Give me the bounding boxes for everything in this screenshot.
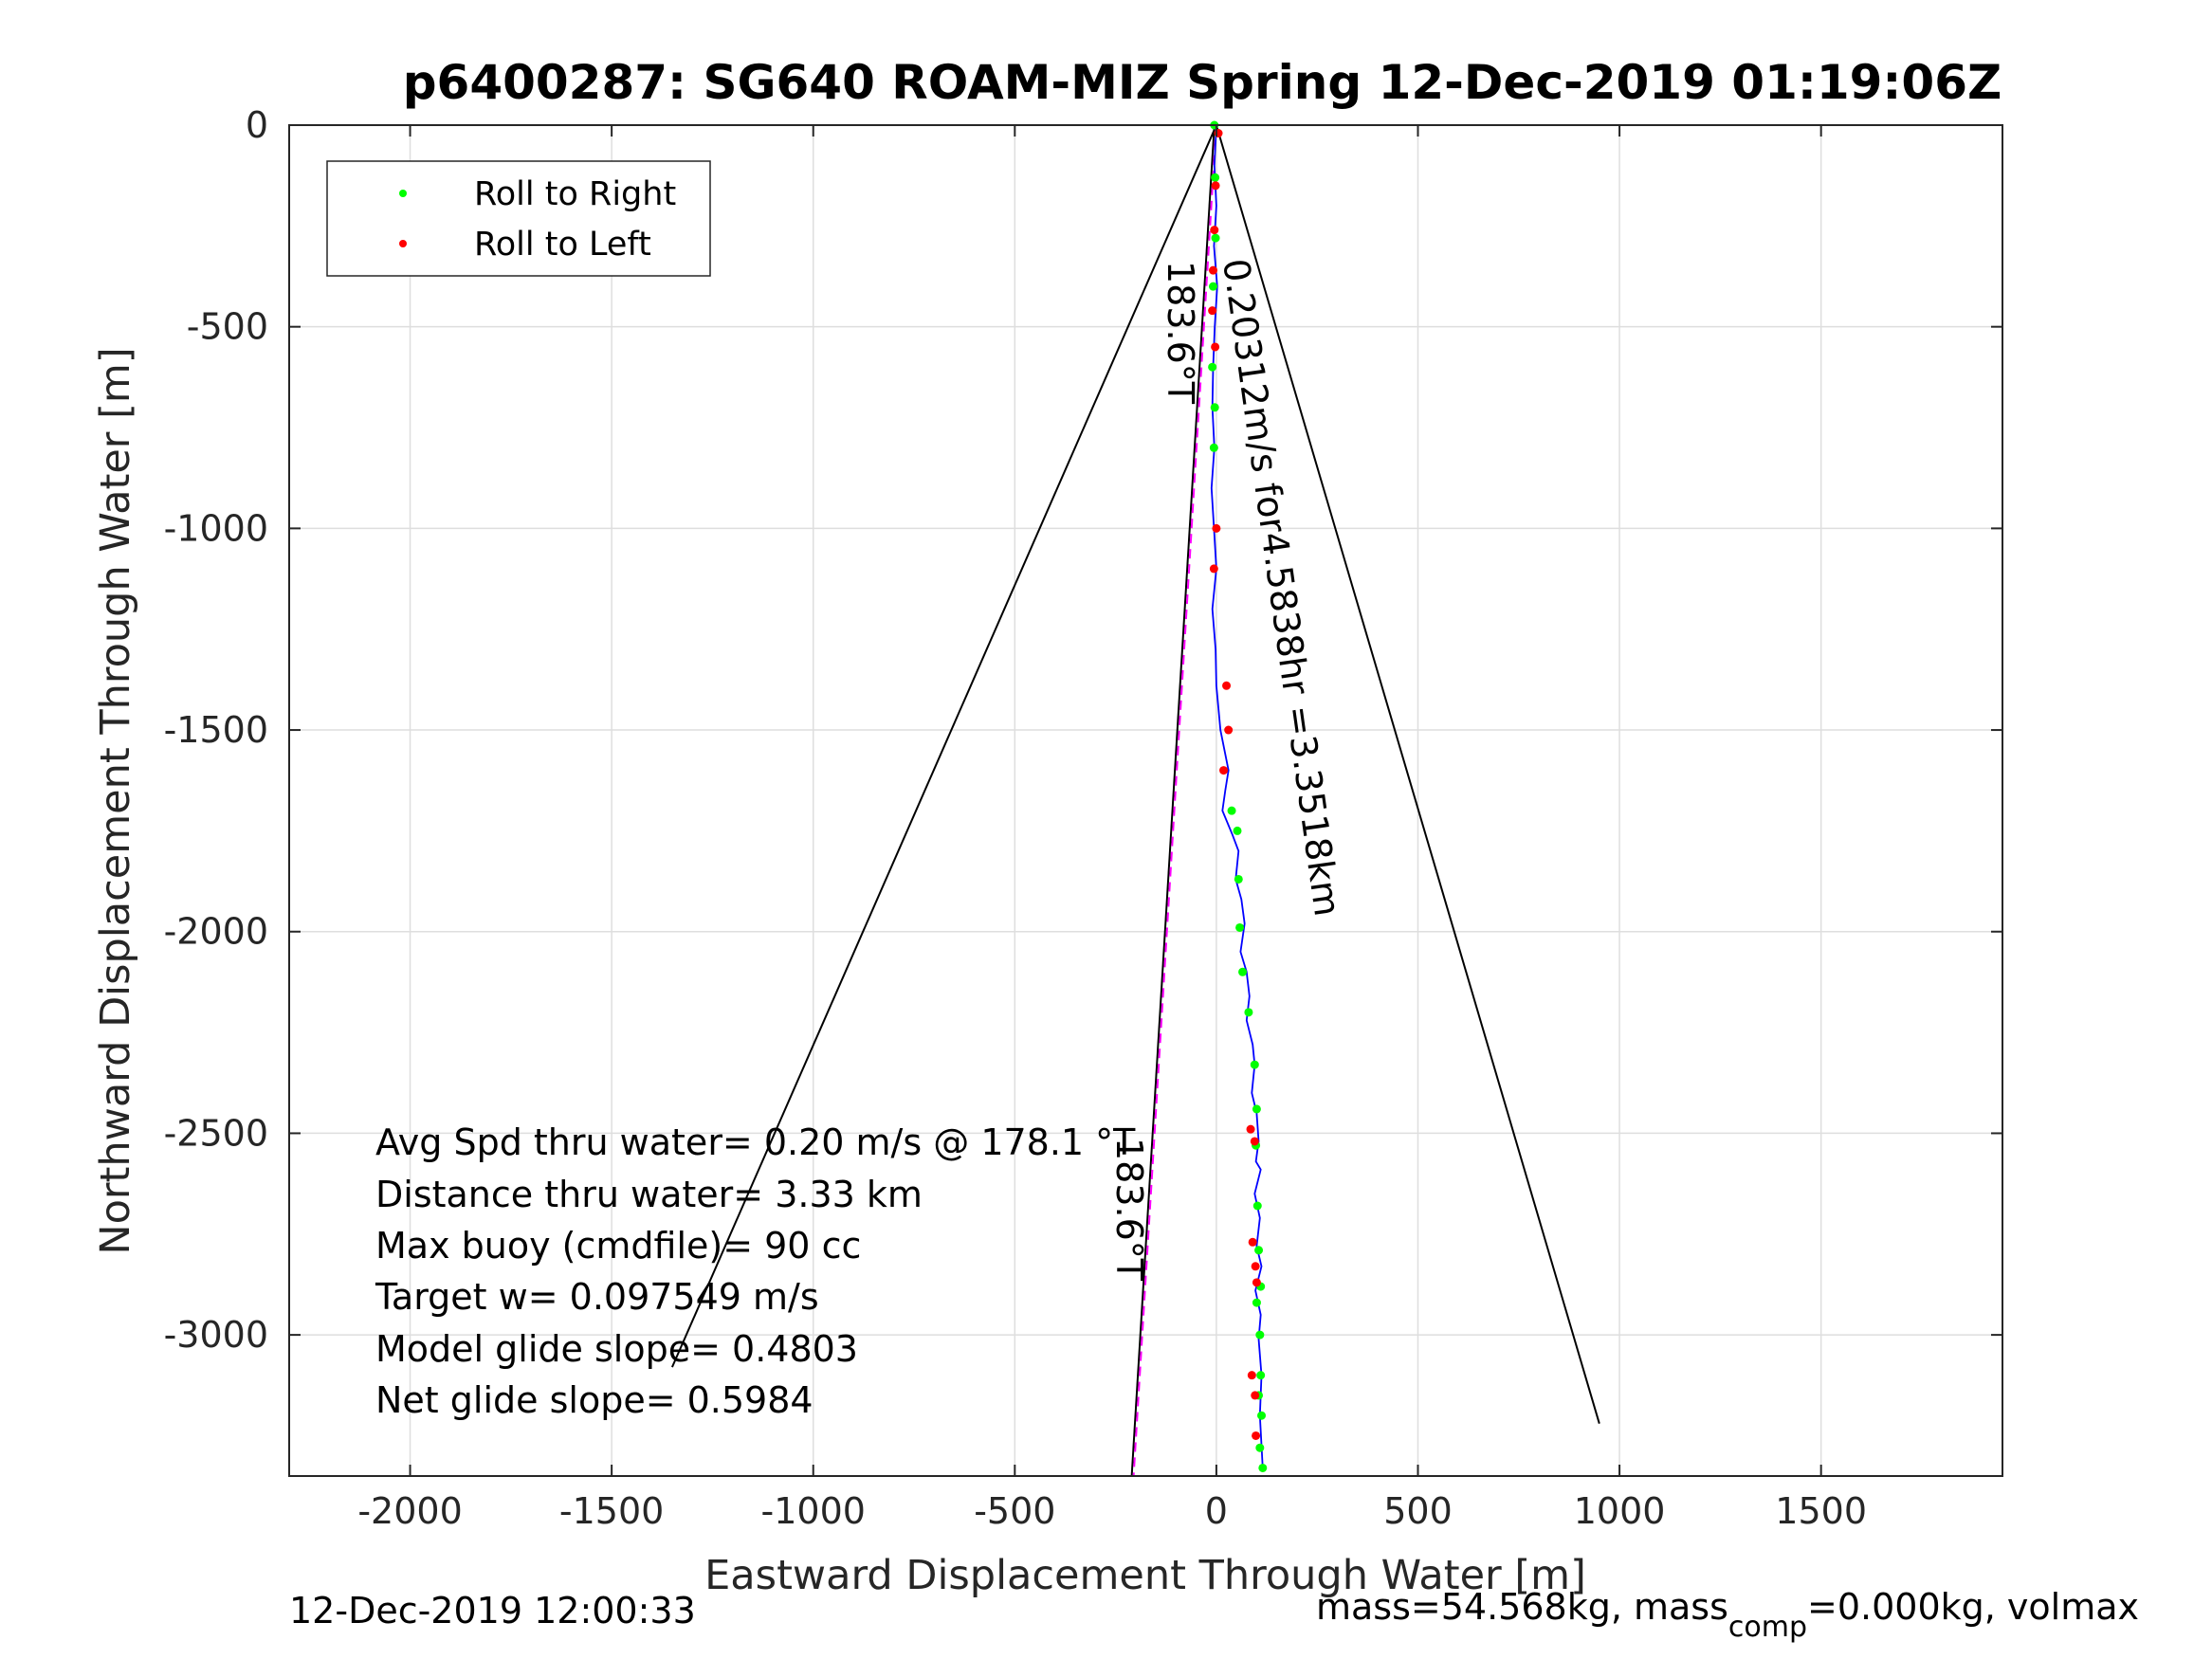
chart-title: p6400287: SG640 ROAM-MIZ Spring 12-Dec-2… [403,55,2002,110]
roll-right-point [1255,1443,1265,1452]
roll-right-point [1211,173,1220,182]
roll-left-point [1248,1237,1257,1247]
roll-left-point [1208,306,1217,316]
legend-marker-roll-left [399,240,407,247]
roll-right-point [1252,1298,1261,1307]
roll-left-point [1209,265,1218,275]
roll-left-point [1222,681,1232,690]
roll-right-point [1235,922,1245,932]
y-tick-label: -3000 [164,1314,268,1356]
y-tick-label: 0 [246,104,268,146]
roll-left-point [1246,1124,1255,1134]
roll-left-point [1210,226,1219,235]
roll-left-point [1251,1262,1260,1271]
roll-left-point [1252,1278,1261,1287]
x-tick-label: -1500 [559,1490,664,1532]
roll-left-point [1212,523,1221,533]
x-tick-label: -500 [974,1490,1055,1532]
roll-right-point [1211,233,1220,243]
bearing-label-bottom: 183.6°T [1108,1138,1150,1282]
roll-left-point [1247,1371,1256,1380]
roll-left-point [1211,342,1220,352]
y-tick-label: -2000 [164,911,268,953]
roll-right-point [1210,403,1219,412]
footer-mass-subscript: comp [1728,1611,1807,1644]
x-axis-label: Eastward Displacement Through Water [m] [704,1552,1586,1599]
bearing-label-top: 183.6°T [1160,261,1201,405]
roll-left-point [1224,725,1234,735]
plot-frame [288,124,2003,1477]
roll-right-point [1258,1463,1268,1472]
x-tick-label: 0 [1205,1490,1228,1532]
roll-right-point [1252,1104,1261,1114]
roll-right-point [1257,1411,1267,1420]
legend-marker-roll-right [399,190,407,197]
y-tick-label: -1500 [164,709,268,751]
legend-box [326,160,711,277]
footer-mass-suffix: =0.000kg, volmax [1807,1586,2139,1628]
roll-right-point [1233,826,1242,835]
axis-ticks: -2000 -1500 -1000 -500 0 500 1000 1500 0 -500 -100… [164,104,2002,1532]
y-tick-label: -2500 [164,1112,268,1154]
stat-max-buoy: Max buoy (cmdfile)= 90 cc [375,1225,861,1267]
footer-mass-info: mass=54.568kg, masscomp=0.000kg, volmax [1316,1586,2139,1644]
stat-avg-speed: Avg Spd thru water= 0.20 m/s @ 178.1 °T [375,1121,1136,1163]
stats-block: Avg Spd thru water= 0.20 m/s @ 178.1 °T … [375,1121,1136,1421]
footer-mass-prefix: mass=54.568kg, mass [1316,1586,1728,1628]
y-tick-label: -1000 [164,507,268,549]
course-line-magenta [1132,124,1217,1477]
track-line [1210,124,1264,1468]
cone-right-line [1215,124,1600,1424]
y-axis-label: Northward Displacement Through Water [m] [92,347,139,1254]
x-tick-label: -1000 [761,1490,866,1532]
data-layer [671,120,1600,1477]
roll-right-point [1238,967,1248,976]
roll-right-point [1209,282,1218,291]
legend-label-roll-left: Roll to Left [474,226,651,264]
roll-right-point [1208,362,1217,372]
stat-target-w: Target w= 0.097549 m/s [375,1276,819,1318]
plot-area: -2000 -1500 -1000 -500 0 500 1000 1500 0 -500 -100… [164,104,2003,1532]
x-tick-label: 1500 [1775,1490,1867,1532]
x-tick-label: -2000 [357,1490,462,1532]
roll-left-point [1252,1431,1261,1440]
roll-left-point [1209,564,1218,574]
roll-left-point [1214,129,1223,138]
stat-net-glide: Net glide slope= 0.5984 [375,1379,814,1421]
roll-left-point [1250,1137,1259,1146]
roll-right-point [1227,806,1236,815]
y-tick-label: -500 [187,306,268,348]
roll-right-point [1250,1060,1259,1069]
stat-distance: Distance thru water= 3.33 km [375,1174,923,1215]
stat-model-glide: Model glide slope= 0.4803 [375,1328,858,1370]
roll-right-point [1256,1371,1266,1380]
roll-right-point [1244,1008,1253,1017]
roll-right-point [1209,443,1218,452]
legend-label-roll-right: Roll to Right [474,175,676,213]
legend: Roll to Right Roll to Left [326,160,711,277]
roll-left-point [1251,1391,1260,1400]
x-tick-label: 500 [1383,1490,1453,1532]
roll-right-point [1255,1330,1265,1340]
x-tick-label: 1000 [1574,1490,1666,1532]
footer-timestamp: 12-Dec-2019 12:00:33 [289,1590,696,1632]
roll-right-point [1252,1201,1262,1211]
roll-right-point [1254,1246,1264,1255]
course-line-black [1130,124,1216,1477]
cone-left-line [671,124,1217,1368]
roll-left-point [1219,766,1229,775]
roll-right-point [1234,874,1243,884]
roll-left-point [1211,181,1220,191]
